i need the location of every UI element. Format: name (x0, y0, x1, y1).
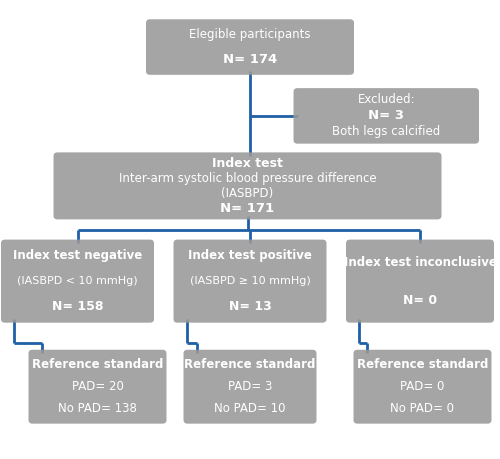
FancyBboxPatch shape (28, 350, 166, 424)
Text: Reference standard: Reference standard (184, 358, 316, 371)
Text: (IASBPD < 10 mmHg): (IASBPD < 10 mmHg) (17, 276, 138, 286)
Text: Index test inconclusive: Index test inconclusive (344, 256, 496, 269)
Text: N= 171: N= 171 (220, 202, 274, 215)
Text: N= 174: N= 174 (223, 53, 277, 66)
FancyBboxPatch shape (174, 240, 326, 323)
Text: Inter-arm systolic blood pressure difference: Inter-arm systolic blood pressure differ… (118, 172, 376, 185)
FancyBboxPatch shape (184, 350, 316, 424)
FancyBboxPatch shape (1, 240, 154, 323)
FancyBboxPatch shape (354, 350, 492, 424)
FancyBboxPatch shape (294, 88, 479, 144)
Text: Reference standard: Reference standard (357, 358, 488, 371)
Text: Excluded:: Excluded: (358, 93, 415, 106)
Text: No PAD= 138: No PAD= 138 (58, 403, 137, 415)
Text: Index test negative: Index test negative (13, 249, 142, 263)
Text: N= 3: N= 3 (368, 109, 404, 123)
Text: Elegible participants: Elegible participants (189, 28, 311, 41)
Text: No PAD= 10: No PAD= 10 (214, 403, 286, 415)
FancyBboxPatch shape (346, 240, 494, 323)
FancyBboxPatch shape (54, 152, 442, 219)
Text: Index test positive: Index test positive (188, 249, 312, 263)
FancyBboxPatch shape (146, 19, 354, 75)
Text: Index test: Index test (212, 157, 283, 170)
Text: PAD= 0: PAD= 0 (400, 380, 444, 393)
Text: No PAD= 0: No PAD= 0 (390, 403, 454, 415)
Text: Both legs calcified: Both legs calcified (332, 125, 440, 139)
Text: N= 13: N= 13 (228, 300, 272, 313)
Text: PAD= 20: PAD= 20 (72, 380, 124, 393)
Text: (IASBPD): (IASBPD) (222, 187, 274, 200)
Text: PAD= 3: PAD= 3 (228, 380, 272, 393)
Text: Reference standard: Reference standard (32, 358, 163, 371)
Text: N= 0: N= 0 (403, 294, 437, 307)
Text: N= 158: N= 158 (52, 300, 104, 313)
Text: (IASBPD ≥ 10 mmHg): (IASBPD ≥ 10 mmHg) (190, 276, 310, 286)
